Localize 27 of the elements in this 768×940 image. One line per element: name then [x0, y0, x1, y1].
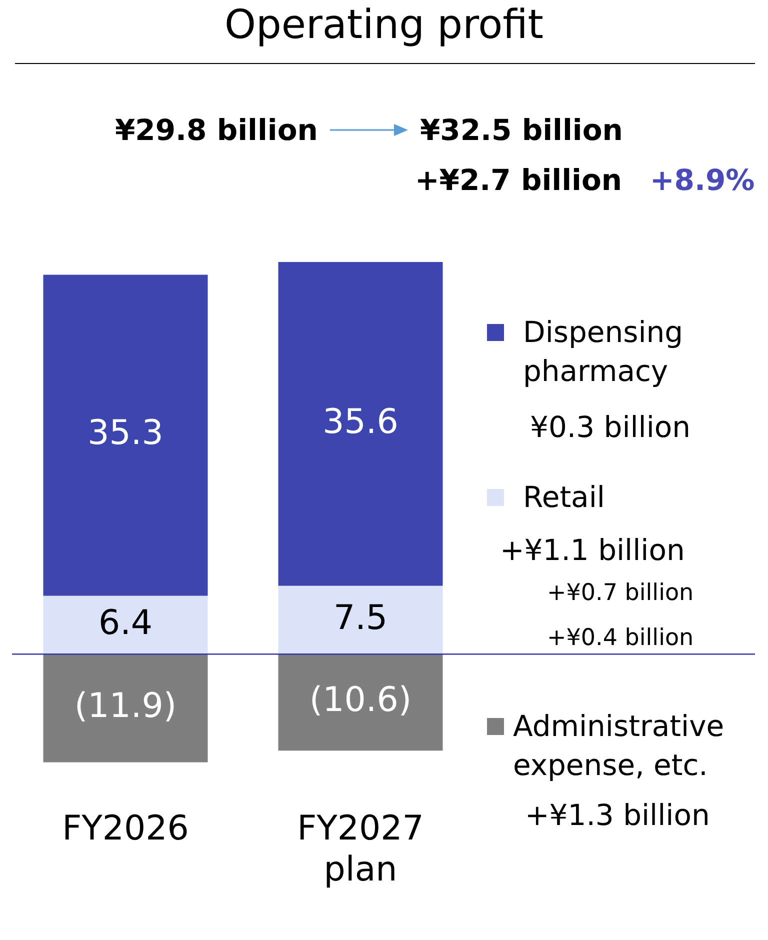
bar [43, 596, 208, 654]
text: ¥0.3 billion [530, 410, 691, 444]
chart-title: Operating profit [223, 2, 544, 48]
bar [278, 654, 443, 751]
text: +¥1.3 billion [525, 798, 710, 832]
legend-label: Retail [523, 479, 606, 516]
text: +¥0.7 billion [547, 580, 694, 606]
data-label: (11.9) [74, 686, 177, 726]
text: ¥32.5 billion [420, 113, 623, 147]
text: +¥0.4 billion [547, 625, 694, 651]
text: +8.9% [650, 163, 755, 197]
legend-label: Dispensing pharmacy [523, 314, 684, 390]
x-tick-label: FY2027 plan [297, 808, 424, 890]
legend-label: Administrative expense, etc. [513, 708, 726, 784]
data-label: 7.5 [333, 598, 388, 638]
bar [43, 654, 208, 762]
data-label: 35.3 [88, 413, 164, 454]
data-label: 35.6 [322, 402, 398, 442]
bar [43, 274, 208, 596]
data-label: (10.6) [309, 680, 412, 720]
text: +¥1.1 billion [500, 533, 685, 567]
bar [278, 262, 443, 586]
text: ¥29.8 billion [115, 113, 318, 147]
data-label: 6.4 [98, 602, 153, 643]
x-tick-label: FY2026 [62, 808, 189, 849]
text: +¥2.7 billion [415, 163, 622, 197]
bar [278, 586, 443, 654]
